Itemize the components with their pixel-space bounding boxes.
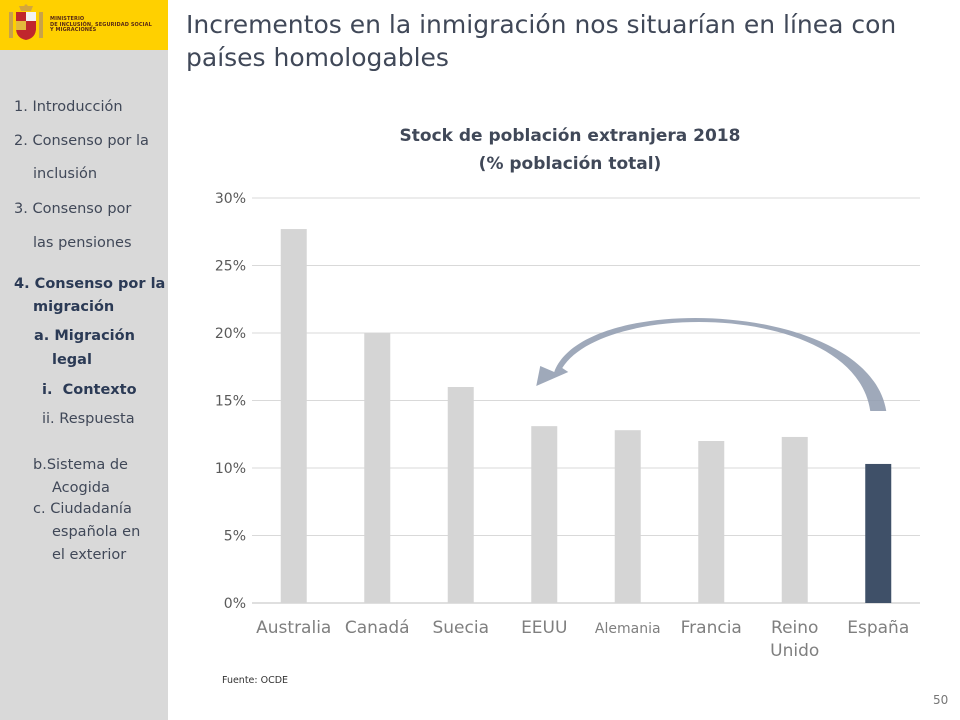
nav-item-ciudadania-cont1[interactable]: española en	[52, 524, 141, 540]
source-note: Fuente: OCDE	[222, 675, 289, 686]
bar-suecia	[447, 387, 474, 603]
x-tick-label: España	[847, 618, 909, 638]
x-tick-label: Suecia	[432, 618, 489, 638]
y-tick-label: 10%	[215, 461, 246, 477]
y-tick-label: 30%	[215, 191, 246, 207]
nav-item-consenso-pensiones-cont[interactable]: las pensiones	[33, 235, 132, 251]
bar-francia	[698, 441, 725, 603]
y-tick-label: 20%	[215, 326, 246, 342]
nav-item-migracion-legal[interactable]: a. Migración	[34, 328, 135, 344]
ministry-logo: MINISTERIO DE INCLUSIÓN, SEGURIDAD SOCIA…	[0, 0, 168, 50]
nav-item-respuesta[interactable]: ii. Respuesta	[42, 411, 135, 427]
slide-title-line2: países homologables	[186, 43, 449, 72]
nav-item-ciudadania-cont2[interactable]: el exterior	[52, 547, 127, 563]
nav-item-sistema-acogida-cont[interactable]: Acogida	[52, 480, 110, 496]
x-tick-label: EEUU	[521, 618, 567, 638]
curved-arrow-icon	[536, 317, 887, 411]
nav-item-consenso-migracion[interactable]: 4. Consenso por la	[14, 276, 166, 292]
bar-españa	[865, 463, 892, 603]
x-tick-label: Australia	[256, 618, 331, 638]
nav-item-introduccion[interactable]: 1. Introducción	[14, 99, 123, 115]
sidebar: MINISTERIO DE INCLUSIÓN, SEGURIDAD SOCIA…	[0, 0, 168, 720]
bar-australia	[280, 229, 307, 604]
y-tick-label: 25%	[215, 259, 246, 275]
nav-item-consenso-inclusion-cont[interactable]: inclusión	[33, 166, 98, 182]
chart-title-line1: Stock de población extranjera 2018	[399, 126, 741, 146]
slide-title: Incrementos en la inmigración nos situar…	[186, 8, 946, 74]
x-tick-label: Alemania	[595, 621, 661, 637]
x-tick-label: Unido	[770, 641, 819, 661]
nav-item-consenso-migracion-cont[interactable]: migración	[33, 299, 115, 315]
x-tick-label: Reino	[771, 618, 818, 638]
chart-title-line2: (% población total)	[478, 154, 662, 174]
chart-title: Stock de población extranjera 2018 (% po…	[300, 122, 840, 178]
bar-alemania	[614, 430, 641, 603]
nav-item-migracion-legal-cont[interactable]: legal	[52, 352, 92, 368]
nav-item-sistema-acogida[interactable]: b.Sistema de	[33, 457, 128, 473]
nav-item-consenso-pensiones[interactable]: 3. Consenso por	[14, 201, 132, 217]
coat-of-arms-icon	[9, 4, 43, 40]
y-tick-label: 15%	[215, 394, 246, 410]
bar-eeuu	[531, 426, 558, 603]
x-tick-label: Canadá	[345, 618, 410, 638]
ministry-name: MINISTERIO DE INCLUSIÓN, SEGURIDAD SOCIA…	[50, 16, 152, 33]
y-tick-label: 5%	[224, 529, 246, 545]
y-tick-label: 0%	[224, 596, 246, 612]
x-tick-label: Francia	[681, 618, 742, 638]
nav-item-ciudadania[interactable]: c. Ciudadanía	[33, 501, 132, 517]
bar-canadá	[364, 333, 391, 603]
bar-reino-unido	[781, 436, 808, 603]
slide-title-line1: Incrementos en la inmigración nos situar…	[186, 10, 897, 39]
nav-item-contexto[interactable]: i. Contexto	[42, 382, 137, 398]
nav-item-consenso-inclusion[interactable]: 2. Consenso por la	[14, 133, 149, 149]
page-number: 50	[933, 693, 949, 707]
